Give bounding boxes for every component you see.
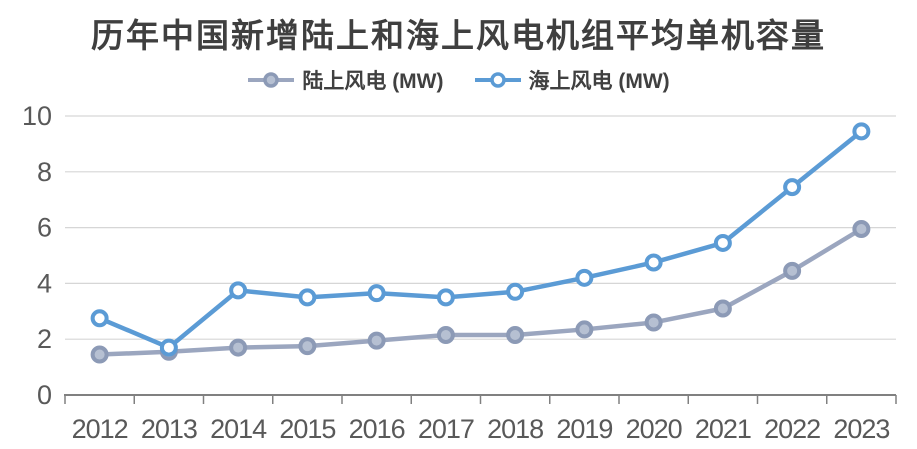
data-point-onshore-2016 <box>367 331 386 350</box>
data-point-onshore-2014 <box>229 338 248 357</box>
data-point-onshore-2023 <box>852 219 871 238</box>
y-axis-tick-label: 4 <box>37 268 52 298</box>
offshore-series-swatch-icon <box>474 72 521 88</box>
chart-title: 历年中国新增陆上和海上风电机组平均单机容量 <box>91 17 826 54</box>
data-point-offshore-2023 <box>852 122 871 141</box>
x-axis-tick-label: 2012 <box>72 414 128 444</box>
y-axis-tick-label: 2 <box>37 324 52 354</box>
data-point-offshore-2012 <box>90 309 109 328</box>
data-point-onshore-2012 <box>90 345 109 364</box>
data-point-offshore-2022 <box>783 178 802 197</box>
x-axis-tick-label: 2020 <box>626 414 682 444</box>
onshore-series-swatch-icon <box>248 72 295 88</box>
series-line-offshore <box>97 129 864 350</box>
data-point-onshore-2017 <box>436 326 455 345</box>
chart-legend: 陆上风电 (MW) 海上风电 (MW) <box>0 65 917 95</box>
data-point-offshore-2014 <box>229 281 248 300</box>
data-point-onshore-2015 <box>298 337 317 356</box>
data-point-offshore-2021 <box>713 233 732 252</box>
legend-item-offshore: 海上风电 (MW) <box>474 65 670 95</box>
data-point-onshore-2018 <box>506 326 525 345</box>
data-point-offshore-2020 <box>644 253 663 272</box>
y-axis-tick-label: 6 <box>37 213 52 243</box>
data-point-onshore-2022 <box>783 261 802 280</box>
y-axis-tick-label: 10 <box>22 101 52 131</box>
legend-label-onshore: 陆上风电 (MW) <box>302 70 444 93</box>
data-point-onshore-2021 <box>713 299 732 318</box>
data-point-offshore-2015 <box>298 288 317 307</box>
x-axis-tick-label: 2019 <box>556 414 612 444</box>
x-axis-tick-label: 2017 <box>418 414 474 444</box>
x-axis-tick-label: 2022 <box>764 414 820 444</box>
x-axis-tick-label: 2014 <box>210 414 267 444</box>
x-axis-tick-label: 2015 <box>279 414 335 444</box>
legend-item-onshore: 陆上风电 (MW) <box>247 65 444 95</box>
data-point-offshore-2018 <box>506 282 525 301</box>
y-axis-tick-label: 0 <box>37 380 52 410</box>
y-axis-tick-label: 8 <box>37 157 52 187</box>
x-axis-tick-label: 2021 <box>695 414 751 444</box>
x-axis-tick-label: 2023 <box>833 414 889 444</box>
data-point-offshore-2017 <box>436 288 455 307</box>
data-point-offshore-2016 <box>367 284 386 303</box>
x-axis-tick-label: 2013 <box>141 414 197 444</box>
x-axis-tick-label: 2016 <box>349 414 405 444</box>
legend-label-offshore: 海上风电 (MW) <box>528 70 670 93</box>
data-point-offshore-2019 <box>575 268 594 287</box>
x-axis-tick-label: 2018 <box>487 414 543 444</box>
data-point-offshore-2013 <box>159 338 178 357</box>
data-point-onshore-2020 <box>644 313 663 332</box>
data-point-onshore-2019 <box>575 320 594 339</box>
series-line-onshore <box>97 226 864 357</box>
